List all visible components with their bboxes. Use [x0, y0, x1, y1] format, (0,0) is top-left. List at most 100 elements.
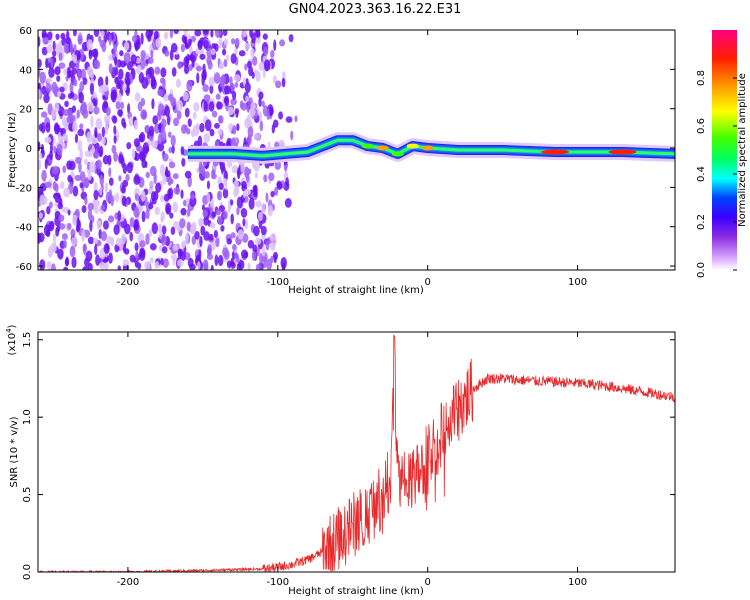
noise-speckle [161, 225, 167, 235]
noise-speckle [201, 73, 205, 86]
noise-speckle [223, 38, 228, 46]
noise-speckle [183, 252, 191, 261]
noise-speckle [182, 91, 189, 102]
noise-speckle [217, 254, 224, 267]
y-tick-label: -40 [16, 223, 32, 234]
noise-speckle [188, 38, 192, 45]
noise-speckle [94, 207, 100, 214]
noise-speckle [77, 139, 83, 152]
noise-speckle [259, 120, 264, 132]
noise-speckle [113, 135, 117, 144]
noise-speckle [203, 94, 211, 102]
noise-speckle [198, 219, 204, 228]
noise-speckle [87, 236, 95, 245]
noise-speckle [89, 220, 93, 232]
noise-speckle [133, 220, 138, 229]
noise-speckle [240, 102, 248, 111]
noise-speckle [215, 208, 222, 216]
noise-speckle [102, 100, 109, 109]
noise-speckle [210, 198, 215, 208]
noise-speckle [275, 80, 282, 89]
noise-speckle [217, 190, 223, 201]
noise-speckle [261, 245, 266, 257]
noise-speckle [181, 157, 186, 167]
noise-speckle [237, 229, 244, 240]
noise-speckle [162, 153, 169, 162]
noise-speckle [229, 76, 233, 86]
noise-speckle [117, 109, 124, 117]
snr-x-label: Height of straight line (km) [288, 586, 424, 597]
spectrogram-y-label: Frequency (Hz) [7, 112, 18, 188]
noise-speckle [185, 57, 189, 66]
noise-speckle [87, 101, 94, 112]
noise-speckle [219, 76, 225, 88]
noise-speckle [235, 255, 240, 263]
noise-speckle [89, 82, 95, 95]
noise-speckle [170, 42, 178, 53]
noise-speckle [187, 175, 192, 188]
x-tick-label: -200 [117, 277, 140, 288]
noise-speckle [50, 263, 56, 270]
noise-speckle [234, 81, 239, 88]
noise-speckle [123, 52, 131, 64]
noise-speckle [86, 39, 93, 51]
noise-speckle [142, 142, 150, 155]
noise-speckle [186, 79, 193, 92]
noise-speckle [105, 235, 113, 244]
noise-speckle [253, 190, 258, 198]
noise-speckle [56, 143, 63, 156]
noise-speckle [129, 254, 136, 263]
y-tick-label: 0.0 [22, 564, 33, 580]
noise-speckle [121, 117, 126, 127]
noise-speckle [175, 78, 182, 88]
colorbar-ticks: 0.0 0.2 0.4 0.6 0.8 [696, 70, 737, 278]
noise-speckle [52, 180, 57, 191]
noise-speckle [99, 262, 106, 270]
noise-speckle [140, 109, 148, 120]
noise-speckle [253, 225, 260, 237]
noise-speckle [62, 142, 66, 150]
noise-speckle [157, 142, 165, 152]
noise-speckle [96, 167, 102, 176]
noise-speckle [162, 258, 169, 268]
noise-speckle [144, 160, 148, 168]
noise-speckle [249, 107, 256, 117]
noise-speckle [133, 206, 140, 218]
noise-speckle [150, 139, 158, 149]
noise-speckle [145, 171, 150, 179]
noise-speckle [207, 192, 211, 204]
spectrogram-frame [37, 29, 676, 271]
noise-speckle [144, 125, 150, 133]
noise-speckle [174, 53, 180, 60]
noise-speckle [192, 124, 200, 137]
noise-speckle [149, 243, 157, 251]
noise-speckle [243, 188, 251, 196]
noise-speckle [173, 30, 179, 35]
noise-speckle [141, 210, 146, 223]
noise-speckle [247, 262, 251, 270]
noise-speckle [93, 30, 100, 38]
noise-speckle [145, 209, 150, 220]
noise-speckle [129, 231, 134, 242]
noise-speckle [262, 33, 268, 40]
noise-speckle [192, 111, 197, 120]
noise-speckle [217, 216, 223, 225]
noise-speckle [72, 121, 78, 133]
noise-speckle [187, 118, 192, 128]
noise-speckle [94, 200, 101, 208]
noise-speckle [77, 34, 83, 45]
noise-speckle [59, 86, 65, 93]
y-tick-label: 0.5 [22, 487, 33, 503]
noise-speckle [104, 113, 111, 125]
noise-speckle [152, 115, 159, 125]
noise-speckle [153, 172, 157, 185]
noise-speckle [169, 212, 174, 219]
noise-speckle [38, 159, 42, 171]
noise-speckle [141, 76, 149, 89]
noise-speckle [69, 81, 74, 94]
noise-speckle [131, 148, 136, 160]
noise-speckle [250, 48, 255, 58]
noise-speckle [41, 169, 47, 182]
noise-speckle [183, 30, 188, 37]
noise-speckle [136, 64, 142, 75]
